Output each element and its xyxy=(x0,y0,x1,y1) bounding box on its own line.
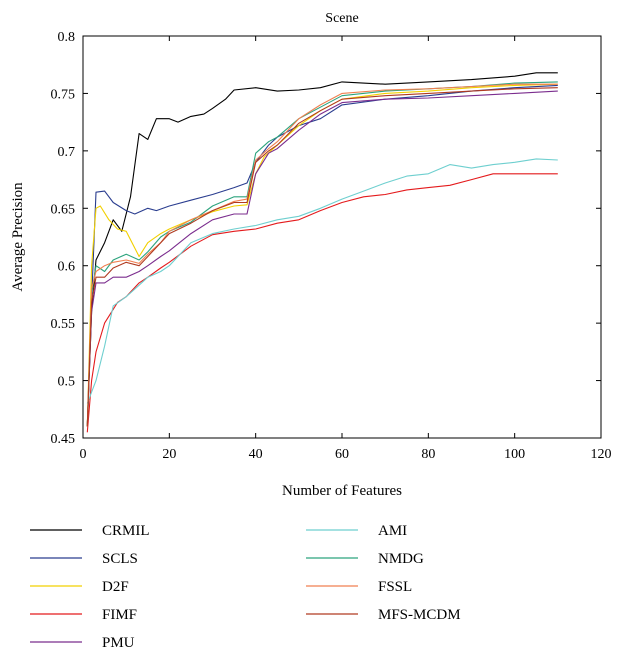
series-line-nmdg xyxy=(86,81,558,427)
y-tick-label: 0.8 xyxy=(58,30,76,45)
x-axis-ticks: 0 20 40 60 80 100 120 xyxy=(80,36,612,462)
legend: CRMIL SCLS D2F FIMF PMU AMI NMDG FSSL MFS-MCDM xyxy=(30,523,461,651)
legend-label: D2F xyxy=(102,579,129,595)
x-tick-label: 40 xyxy=(249,447,263,462)
y-tick-label: 0.65 xyxy=(51,202,76,217)
series-line-ami xyxy=(86,158,558,404)
y-axis-label: Average Precision xyxy=(10,182,26,292)
series-line-scls xyxy=(86,84,558,427)
legend-label: AMI xyxy=(378,523,407,539)
x-tick-label: 0 xyxy=(80,447,87,462)
legend-label: PMU xyxy=(102,635,135,651)
x-tick-label: 20 xyxy=(162,447,176,462)
x-tick-label: 120 xyxy=(591,447,612,462)
series-line-pmu xyxy=(86,90,558,427)
legend-label: FSSL xyxy=(378,579,412,595)
series-layer xyxy=(86,72,558,433)
y-axis-ticks: 0.45 0.5 0.55 0.6 0.65 0.7 0.75 0.8 xyxy=(51,30,601,447)
x-tick-label: 100 xyxy=(504,447,525,462)
x-axis-label: Number of Features xyxy=(282,483,402,499)
x-tick-label: 60 xyxy=(335,447,349,462)
legend-label: CRMIL xyxy=(102,523,150,539)
y-tick-label: 0.75 xyxy=(51,87,76,102)
legend-label: NMDG xyxy=(378,551,424,567)
legend-label: MFS-MCDM xyxy=(378,607,461,623)
y-tick-label: 0.55 xyxy=(51,317,76,332)
series-line-d2f xyxy=(86,83,558,427)
series-line-fssl xyxy=(86,83,558,427)
series-line-mfs-mcdm xyxy=(86,87,558,427)
legend-label: FIMF xyxy=(102,607,137,623)
series-line-crmil xyxy=(86,72,558,427)
y-tick-label: 0.6 xyxy=(58,260,76,275)
series-line-fimf xyxy=(86,173,558,433)
y-tick-label: 0.5 xyxy=(58,375,76,390)
y-tick-label: 0.45 xyxy=(51,432,76,447)
x-tick-label: 80 xyxy=(421,447,435,462)
legend-label: SCLS xyxy=(102,551,138,567)
y-tick-label: 0.7 xyxy=(58,145,76,160)
chart-title: Scene xyxy=(325,11,358,26)
